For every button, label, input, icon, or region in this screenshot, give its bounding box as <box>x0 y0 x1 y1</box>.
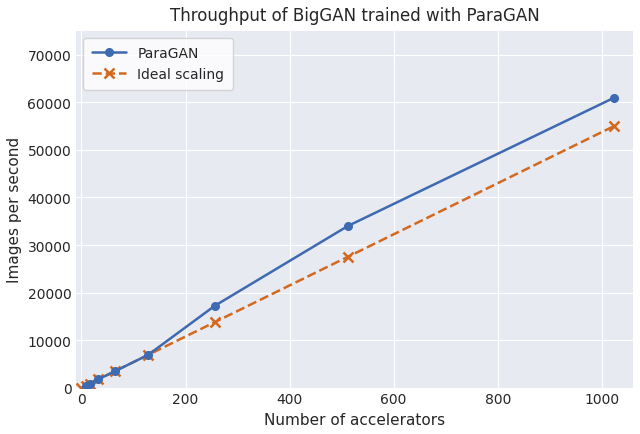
Ideal scaling <box>344 255 352 260</box>
Y-axis label: Images per second: Images per second <box>7 137 22 283</box>
Ideal scaling <box>77 385 85 390</box>
Ideal scaling <box>82 383 90 388</box>
ParaGAN <box>344 224 352 229</box>
Ideal scaling <box>111 369 118 374</box>
Legend: ParaGAN, Ideal scaling: ParaGAN, Ideal scaling <box>83 39 233 90</box>
ParaGAN <box>144 352 152 358</box>
ParaGAN <box>94 377 102 382</box>
ParaGAN <box>611 96 618 101</box>
Line: ParaGAN: ParaGAN <box>82 95 618 390</box>
Ideal scaling <box>144 352 152 358</box>
ParaGAN <box>111 369 118 374</box>
ParaGAN <box>211 303 218 309</box>
Ideal scaling <box>94 377 102 382</box>
ParaGAN <box>82 383 90 388</box>
Ideal scaling <box>611 124 618 129</box>
Ideal scaling <box>211 320 218 325</box>
X-axis label: Number of accelerators: Number of accelerators <box>264 412 445 427</box>
ParaGAN <box>86 381 93 386</box>
Title: Throughput of BigGAN trained with ParaGAN: Throughput of BigGAN trained with ParaGA… <box>170 7 540 25</box>
Ideal scaling <box>86 381 93 386</box>
Line: Ideal scaling: Ideal scaling <box>77 122 619 393</box>
